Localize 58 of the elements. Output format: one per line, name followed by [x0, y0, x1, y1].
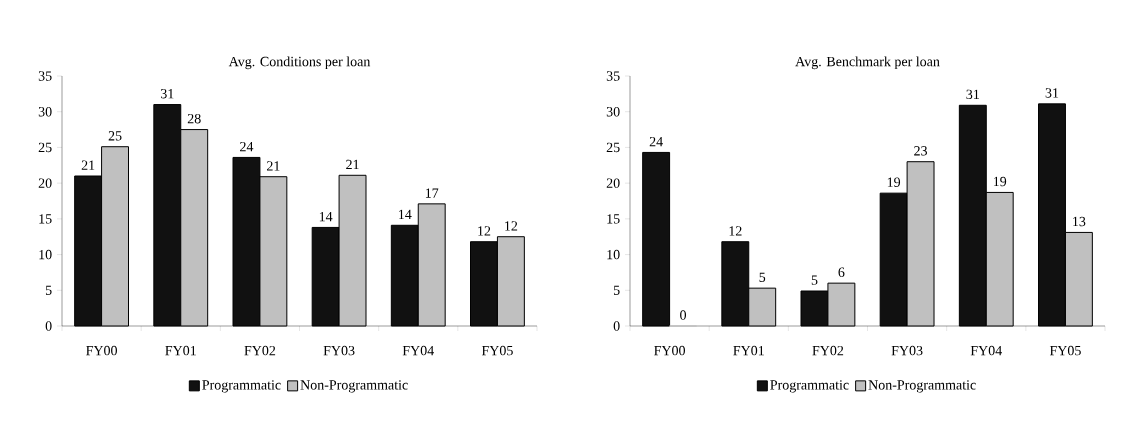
y-tick-label: 15 — [39, 214, 52, 224]
x-tick-label: FY00 — [86, 345, 117, 356]
chart-title: Avg. Conditions per loan — [228, 56, 371, 70]
legend-label: Non-Programmatic — [300, 380, 408, 393]
chart-title: Avg. Benchmark per loan — [795, 56, 940, 70]
legend-label: Non-Programmatic — [868, 380, 976, 393]
data-label: 31 — [966, 89, 979, 100]
y-tick-label: 30 — [38, 106, 52, 117]
data-label: 28 — [187, 113, 201, 124]
x-tick-label: FY04 — [970, 345, 1002, 356]
legend-label: Programmatic — [770, 380, 849, 393]
data-label: 21 — [266, 161, 280, 171]
y-tick-label: 15 — [607, 214, 620, 224]
data-label: 31 — [160, 88, 174, 99]
y-tick-label: 25 — [606, 142, 620, 153]
data-label: 19 — [887, 177, 901, 187]
data-label: 21 — [81, 160, 95, 170]
x-tick-label: FY01 — [165, 345, 196, 356]
data-label: 5 — [811, 275, 818, 285]
data-label: 12 — [478, 226, 491, 236]
y-tick-label: 10 — [607, 249, 620, 260]
x-tick-label: FY00 — [654, 345, 686, 356]
data-label: 25 — [108, 131, 122, 141]
x-tick-label: FY02 — [244, 345, 276, 356]
data-label: 12 — [505, 221, 518, 231]
legend-label: Programmatic — [202, 380, 281, 393]
x-tick-label: FY03 — [323, 345, 355, 356]
y-tick-label: 5 — [45, 285, 52, 295]
data-label: 31 — [1045, 88, 1059, 98]
data-label: 24 — [649, 136, 663, 147]
y-tick-label: 0 — [613, 321, 620, 331]
y-tick-label: 20 — [606, 178, 620, 188]
x-tick-label: FY05 — [481, 345, 513, 356]
data-label: 19 — [993, 176, 1007, 187]
y-tick-label: 5 — [613, 285, 620, 295]
data-label: 0 — [680, 310, 687, 320]
y-tick-label: 35 — [38, 71, 52, 81]
x-tick-label: FY02 — [812, 345, 844, 356]
data-label: 14 — [319, 211, 333, 222]
x-tick-label: FY03 — [891, 345, 923, 356]
x-tick-label: FY04 — [402, 345, 434, 356]
data-label: 24 — [240, 141, 254, 152]
y-tick-label: 20 — [38, 178, 52, 188]
data-label: 12 — [729, 226, 742, 236]
data-label: 17 — [425, 188, 439, 198]
y-tick-label: 25 — [38, 142, 52, 153]
x-tick-label: FY01 — [733, 345, 764, 356]
data-label: 13 — [1073, 216, 1086, 227]
data-label: 21 — [346, 159, 359, 170]
y-tick-label: 35 — [606, 71, 620, 81]
y-tick-label: 0 — [45, 321, 52, 331]
data-label: 14 — [399, 209, 412, 220]
y-tick-label: 30 — [606, 106, 620, 117]
data-label: 23 — [914, 146, 928, 156]
data-label: 6 — [838, 267, 845, 277]
y-tick-label: 10 — [39, 249, 52, 260]
data-label: 5 — [759, 272, 766, 282]
x-tick-label: FY05 — [1049, 345, 1081, 356]
